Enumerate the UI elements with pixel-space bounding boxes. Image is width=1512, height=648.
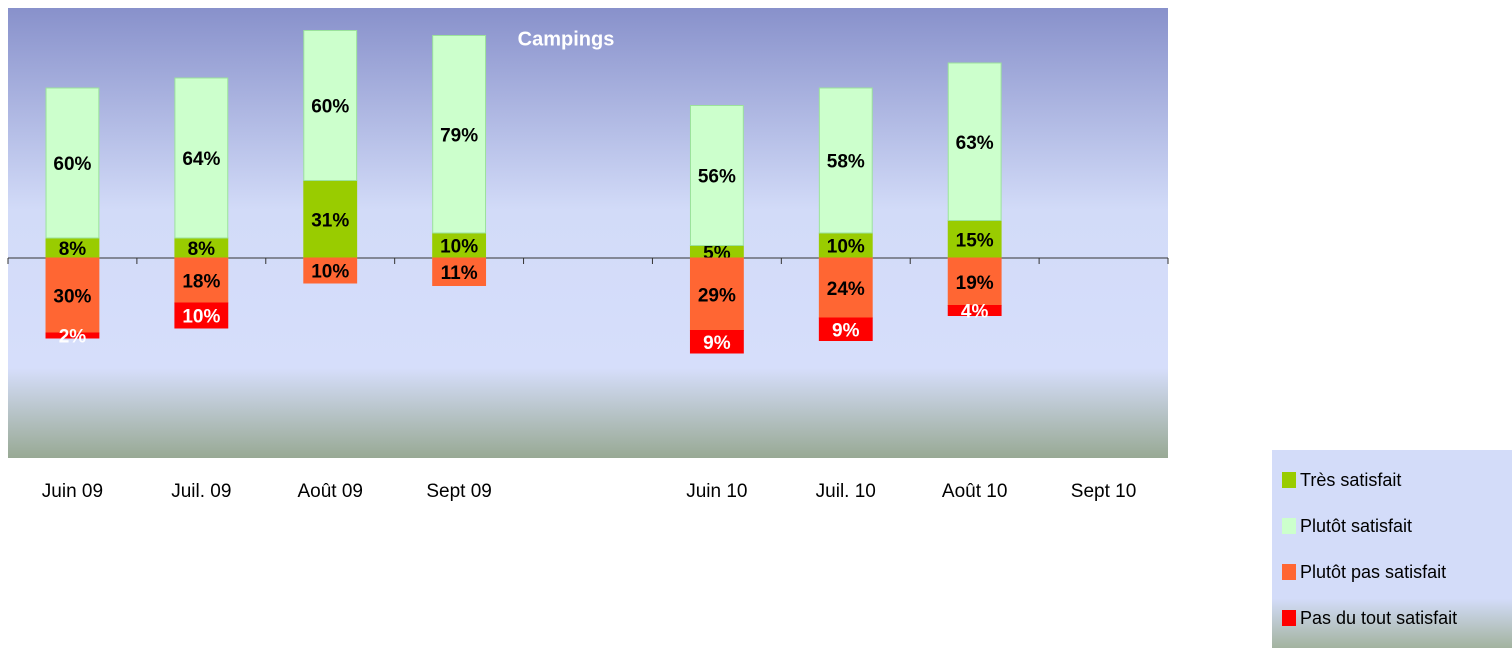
data-label: 24% (827, 279, 865, 300)
data-label: 29% (698, 285, 736, 306)
data-label: 10% (311, 262, 349, 283)
data-label: 79% (440, 125, 478, 146)
bar-segment (303, 257, 358, 284)
data-label: 30% (53, 287, 91, 308)
bar-segment (818, 87, 873, 234)
data-label: 11% (441, 263, 478, 284)
data-label: 56% (698, 167, 736, 188)
legend-swatch (1282, 518, 1296, 534)
bar-segment (174, 77, 229, 239)
x-tick-label: Août 09 (297, 481, 363, 502)
data-label: 58% (827, 152, 865, 173)
data-label: 8% (188, 239, 216, 260)
bar-segment (432, 257, 487, 286)
data-label: 60% (311, 97, 349, 118)
x-tick-label: Sept 09 (426, 481, 492, 502)
x-tick-label: Sept 10 (1071, 481, 1137, 502)
data-label: 8% (59, 239, 87, 260)
bar-segment (818, 317, 873, 341)
bar-segment (947, 257, 1002, 306)
legend-swatch (1282, 564, 1296, 580)
data-label: 10% (182, 307, 220, 328)
bar-segment (303, 30, 358, 181)
bar-segment (947, 62, 1002, 221)
data-label: 10% (440, 237, 478, 258)
data-label: 10% (827, 237, 865, 258)
legend-label: Très satisfait (1300, 470, 1401, 490)
bar-segment (45, 257, 100, 334)
data-label: 18% (182, 272, 220, 293)
legend-box (1272, 450, 1512, 648)
legend-label: Plutôt satisfait (1300, 516, 1412, 536)
data-label: 4% (961, 302, 989, 323)
legend-swatch (1282, 472, 1296, 488)
legend-swatch (1282, 610, 1296, 626)
data-label: 64% (182, 149, 220, 170)
data-label: 15% (956, 230, 994, 251)
bar-segment (689, 257, 744, 331)
subtitle: Campings (518, 28, 615, 50)
x-tick-label: Juin 10 (686, 481, 747, 502)
x-tick-label: Août 10 (942, 481, 1008, 502)
data-label: 60% (53, 154, 91, 175)
bar-segment (174, 257, 229, 304)
bar-segment (947, 305, 1002, 316)
bar-segment (45, 87, 100, 239)
bar-segment (818, 232, 873, 259)
bar-segment (818, 257, 873, 319)
data-label: 63% (956, 133, 994, 154)
bar-segment (689, 105, 744, 246)
x-tick-label: Juil. 09 (171, 481, 231, 502)
data-label: 9% (832, 320, 860, 341)
data-label: 31% (311, 210, 349, 231)
bar-segment (45, 332, 100, 339)
bar-segment (689, 330, 744, 354)
legend-label: Plutôt pas satisfait (1300, 562, 1446, 582)
x-tick-label: Juin 09 (42, 481, 103, 502)
data-label: 19% (956, 273, 994, 294)
bar-segment (432, 35, 487, 234)
data-label: 2% (59, 327, 87, 348)
legend-label: Pas du tout satisfait (1300, 608, 1457, 628)
data-label: 9% (703, 333, 731, 354)
x-tick-label: Juil. 10 (816, 481, 876, 502)
bar-segment (174, 302, 229, 329)
